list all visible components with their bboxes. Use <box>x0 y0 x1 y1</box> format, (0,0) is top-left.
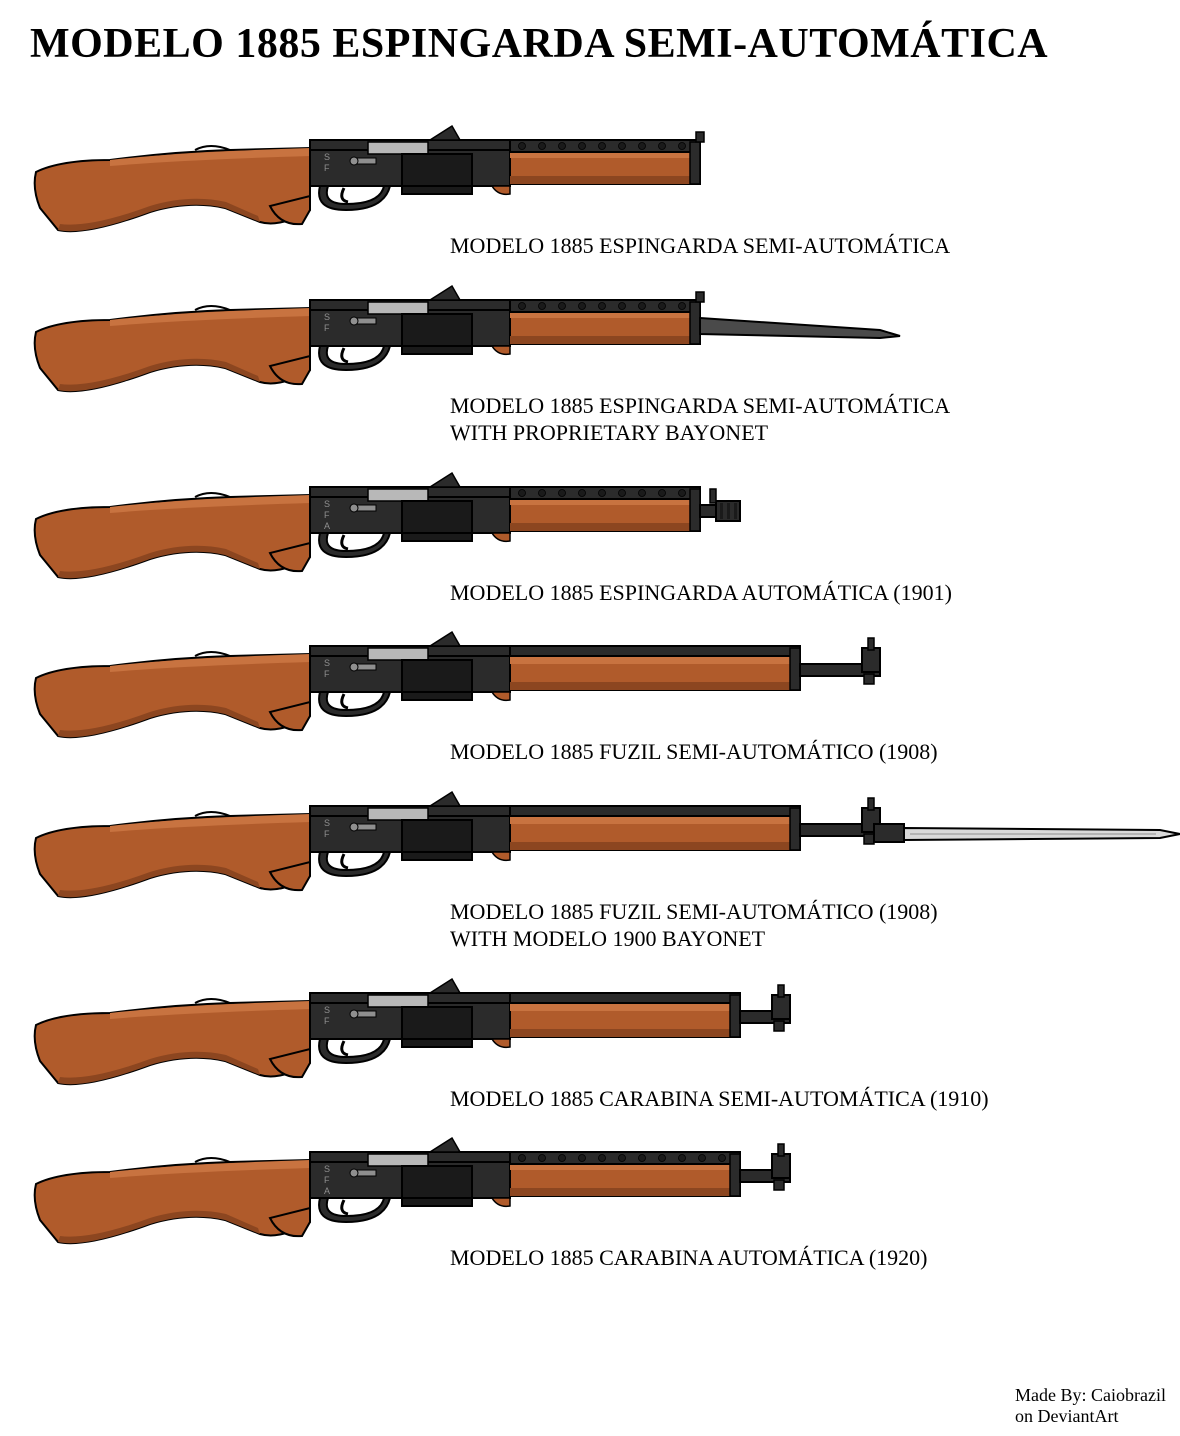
variant-v6: SFMODELO 1885 CARABINA SEMI-AUTOMÁTICA (… <box>30 961 1150 1113</box>
variant-label: MODELO 1885 CARABINA AUTOMÁTICA (1920) <box>450 1244 1150 1272</box>
variant-label-line: MODELO 1885 CARABINA SEMI-AUTOMÁTICA (19… <box>450 1085 1150 1113</box>
gun-illustration: SF <box>30 268 910 398</box>
svg-text:F: F <box>324 323 330 333</box>
variant-label-line: WITH MODELO 1900 BAYONET <box>450 925 1150 953</box>
svg-text:F: F <box>324 510 330 520</box>
variant-label-line: WITH PROPRIETARY BAYONET <box>450 419 1150 447</box>
svg-text:S: S <box>324 1005 330 1015</box>
variant-label: MODELO 1885 ESPINGARDA SEMI-AUTOMÁTICAWI… <box>450 392 1150 447</box>
variant-v2: SFMODELO 1885 ESPINGARDA SEMI-AUTOMÁTICA… <box>30 268 1150 447</box>
svg-text:S: S <box>324 152 330 162</box>
variant-list: SFMODELO 1885 ESPINGARDA SEMI-AUTOMÁTICA… <box>30 108 1150 1272</box>
variant-label: MODELO 1885 CARABINA SEMI-AUTOMÁTICA (19… <box>450 1085 1150 1113</box>
svg-text:S: S <box>324 499 330 509</box>
svg-text:S: S <box>324 818 330 828</box>
credit-line1: Made By: Caiobrazil <box>1015 1385 1166 1407</box>
credit: Made By: Caiobrazil on DeviantArt <box>1015 1385 1166 1428</box>
svg-text:S: S <box>324 658 330 668</box>
variant-label-line: MODELO 1885 FUZIL SEMI-AUTOMÁTICO (1908) <box>450 738 1150 766</box>
variant-label-line: MODELO 1885 FUZIL SEMI-AUTOMÁTICO (1908) <box>450 898 1150 926</box>
gun-illustration: SF <box>30 614 900 744</box>
variant-v1: SFMODELO 1885 ESPINGARDA SEMI-AUTOMÁTICA <box>30 108 1150 260</box>
svg-text:F: F <box>324 1175 330 1185</box>
svg-text:F: F <box>324 163 330 173</box>
gun-illustration: SF <box>30 961 810 1091</box>
svg-text:F: F <box>324 1016 330 1026</box>
page-title: MODELO 1885 ESPINGARDA SEMI-AUTOMÁTICA <box>30 20 1150 68</box>
variant-label-line: MODELO 1885 ESPINGARDA SEMI-AUTOMÁTICA <box>450 392 1150 420</box>
variant-label-line: MODELO 1885 ESPINGARDA AUTOMÁTICA (1901) <box>450 579 1150 607</box>
svg-text:F: F <box>324 829 330 839</box>
variant-v5: SF MODELO 1885 FUZIL SEMI-AUTOMÁTICO (190… <box>30 774 1150 953</box>
variant-v4: SFMODELO 1885 FUZIL SEMI-AUTOMÁTICO (190… <box>30 614 1150 766</box>
svg-text:S: S <box>324 312 330 322</box>
variant-label-line: MODELO 1885 ESPINGARDA SEMI-AUTOMÁTICA <box>450 232 1150 260</box>
variant-label-line: MODELO 1885 CARABINA AUTOMÁTICA (1920) <box>450 1244 1150 1272</box>
gun-illustration: SFA <box>30 455 760 585</box>
svg-text:S: S <box>324 1164 330 1174</box>
variant-v3: SFAMODELO 1885 ESPINGARDA AUTOMÁTICA (19… <box>30 455 1150 607</box>
svg-text:F: F <box>324 669 330 679</box>
variant-label: MODELO 1885 ESPINGARDA SEMI-AUTOMÁTICA <box>450 232 1150 260</box>
variant-v7: SFAMODELO 1885 CARABINA AUTOMÁTICA (1920… <box>30 1120 1150 1272</box>
variant-label: MODELO 1885 FUZIL SEMI-AUTOMÁTICO (1908)… <box>450 898 1150 953</box>
gun-illustration: SF <box>30 774 1180 904</box>
gun-illustration: SF <box>30 108 720 238</box>
svg-text:A: A <box>324 521 330 531</box>
variant-label: MODELO 1885 FUZIL SEMI-AUTOMÁTICO (1908) <box>450 738 1150 766</box>
gun-illustration: SFA <box>30 1120 810 1250</box>
variant-label: MODELO 1885 ESPINGARDA AUTOMÁTICA (1901) <box>450 579 1150 607</box>
svg-text:A: A <box>324 1186 330 1196</box>
credit-line2: on DeviantArt <box>1015 1406 1166 1428</box>
